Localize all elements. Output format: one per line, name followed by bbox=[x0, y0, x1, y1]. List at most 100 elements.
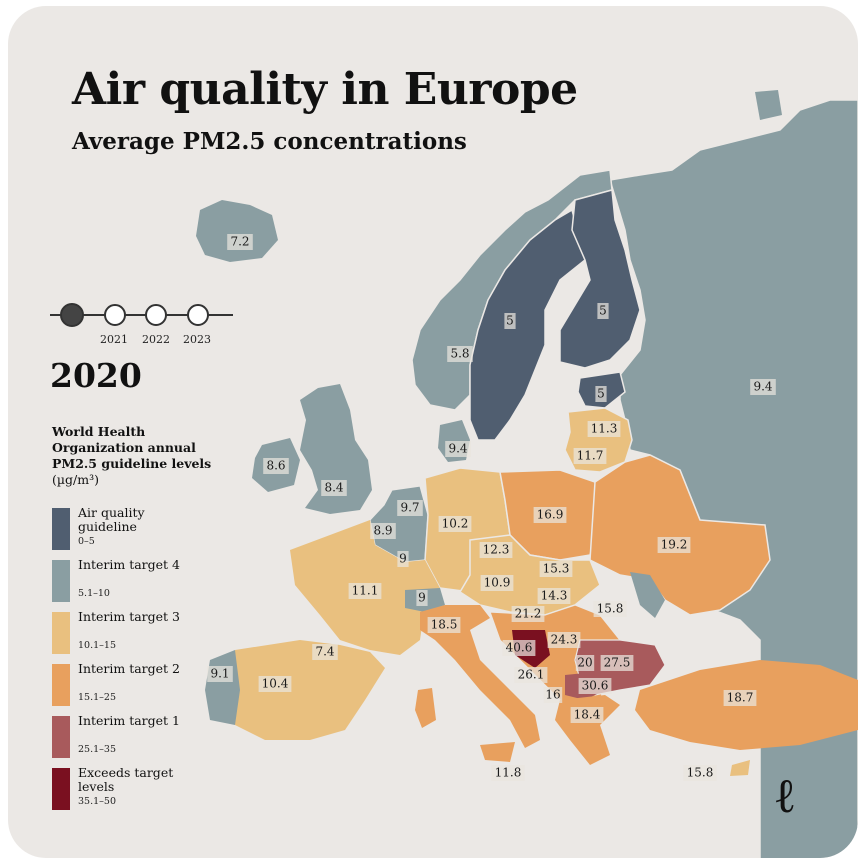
country-value: 9 bbox=[399, 552, 407, 566]
region-uk bbox=[300, 384, 372, 514]
country-value-bg bbox=[683, 765, 717, 781]
country-value-bg bbox=[348, 583, 382, 599]
region-sweden bbox=[469, 208, 586, 441]
page-subtitle: Average PM2.5 concentrations bbox=[72, 128, 467, 155]
country-label-austria: 10.9 bbox=[480, 575, 514, 591]
country-label-lithuania: 11.7 bbox=[573, 448, 607, 464]
country-label-ireland: 8.6 bbox=[263, 458, 289, 474]
region-iceland bbox=[196, 200, 278, 262]
country-value: 9.7 bbox=[400, 501, 419, 515]
country-value: 11.7 bbox=[577, 449, 604, 463]
country-value-bg bbox=[600, 655, 634, 671]
europe-map: 7.2 5.8 5 5 5 9.4 11.3 11.7 9.4 8.6 8.4 9.7 8.9 9 10.2… bbox=[196, 90, 858, 858]
legend-label: Interim target 3 bbox=[78, 609, 181, 624]
country-label-czechia: 12.3 bbox=[479, 542, 513, 558]
country-value: 18.7 bbox=[727, 691, 754, 705]
country-label-italy: 18.5 bbox=[427, 617, 461, 633]
country-value: 11.8 bbox=[495, 766, 522, 780]
region-moldova bbox=[630, 572, 665, 618]
country-value: 8.4 bbox=[324, 481, 343, 495]
country-value-bg bbox=[547, 632, 581, 648]
legend-swatch bbox=[52, 508, 70, 550]
country-value: 14.3 bbox=[541, 589, 568, 603]
country-label-poland: 16.9 bbox=[533, 507, 567, 523]
country-label-luxembourg: 9 bbox=[397, 551, 409, 567]
country-label-estonia: 5 bbox=[595, 386, 607, 402]
country-value-bg bbox=[595, 386, 607, 402]
country-value: 8.6 bbox=[266, 459, 285, 473]
country-value-bg bbox=[427, 617, 461, 633]
country-value: 40.6 bbox=[506, 641, 533, 655]
country-label-hungary: 14.3 bbox=[537, 588, 571, 604]
page-title: Air quality in Europe bbox=[72, 64, 578, 115]
country-value-bg bbox=[258, 676, 292, 692]
country-value: 19.2 bbox=[661, 538, 688, 552]
country-label-switzerland: 9 bbox=[416, 590, 428, 606]
timeline-label-2023[interactable]: 2023 bbox=[183, 333, 211, 346]
country-value-bg bbox=[227, 234, 253, 250]
country-value-bg bbox=[502, 640, 536, 656]
legend-label: Interim target 4 bbox=[78, 557, 181, 572]
country-value-bg bbox=[511, 606, 545, 622]
legend-item-interim-1: Interim target 1 25.1–35 bbox=[52, 714, 222, 760]
country-value-bg bbox=[575, 655, 595, 671]
country-label-finland: 5 bbox=[597, 303, 609, 319]
country-value: 8.9 bbox=[373, 524, 392, 538]
country-value-bg bbox=[543, 687, 563, 703]
country-value-bg bbox=[416, 590, 428, 606]
country-value: 7.2 bbox=[230, 235, 249, 249]
country-label-slovenia: 21.2 bbox=[511, 606, 545, 622]
country-value-bg bbox=[723, 690, 757, 706]
country-value-bg bbox=[445, 441, 471, 457]
legend-range: 5.1–10 bbox=[78, 588, 110, 599]
timeline-dot-2022[interactable] bbox=[145, 304, 167, 326]
region-greece bbox=[555, 695, 620, 765]
country-label-germany: 10.2 bbox=[438, 516, 472, 532]
country-value-bg bbox=[578, 678, 612, 694]
legend-label: Exceeds target levels bbox=[78, 765, 174, 794]
country-value: 10.4 bbox=[262, 677, 289, 691]
country-label-ukraine: 15.8 bbox=[593, 601, 627, 617]
legend-swatch bbox=[52, 560, 70, 602]
country-value: 15.8 bbox=[597, 602, 624, 616]
country-label-albania: 16 bbox=[543, 687, 563, 703]
legend-item-guideline: Air quality guideline 0–5 bbox=[52, 506, 222, 552]
country-value-bg bbox=[479, 542, 513, 558]
timeline-dot-2023[interactable] bbox=[187, 304, 209, 326]
legend-title: World Health Organization annual PM2.5 g… bbox=[52, 424, 222, 488]
legend-swatch bbox=[52, 768, 70, 810]
country-value: 9.1 bbox=[210, 667, 229, 681]
country-value: 24.3 bbox=[551, 633, 578, 647]
country-label-montenegro: 26.1 bbox=[514, 667, 548, 683]
country-label-bosnia-and-herzegovina: 40.6 bbox=[502, 640, 536, 656]
country-value: 18.4 bbox=[574, 708, 601, 722]
country-value: 27.5 bbox=[604, 656, 631, 670]
country-value: 15.8 bbox=[687, 766, 714, 780]
country-value-bg bbox=[587, 421, 621, 437]
country-value-bg bbox=[397, 500, 423, 516]
country-label-turkey: 18.7 bbox=[723, 690, 757, 706]
timeline-dot-2020[interactable] bbox=[60, 303, 84, 327]
year-timeline bbox=[50, 303, 233, 327]
country-label-croatia: 24.3 bbox=[547, 632, 581, 648]
legend-swatch bbox=[52, 664, 70, 706]
region-sardinia bbox=[415, 688, 436, 728]
legend-range: 25.1–35 bbox=[78, 744, 116, 755]
timeline-dot-2021[interactable] bbox=[104, 304, 126, 326]
country-label-belgium: 8.9 bbox=[370, 523, 396, 539]
country-value-bg bbox=[537, 588, 571, 604]
country-label-france: 11.1 bbox=[348, 583, 382, 599]
legend-label: Interim target 2 bbox=[78, 661, 181, 676]
country-value-bg bbox=[397, 551, 409, 567]
country-value: 18.5 bbox=[431, 618, 458, 632]
country-value-bg bbox=[573, 448, 607, 464]
country-label-latvia: 11.3 bbox=[587, 421, 621, 437]
country-value: 16.9 bbox=[537, 508, 564, 522]
timeline-label-2022[interactable]: 2022 bbox=[142, 333, 170, 346]
country-value: 9.4 bbox=[448, 442, 467, 456]
country-label-romania: 27.5 bbox=[600, 655, 634, 671]
country-value: 5 bbox=[597, 387, 605, 401]
timeline-label-2021[interactable]: 2021 bbox=[100, 333, 128, 346]
country-value: 30.6 bbox=[582, 679, 609, 693]
country-label-spain: 10.4 bbox=[258, 676, 292, 692]
